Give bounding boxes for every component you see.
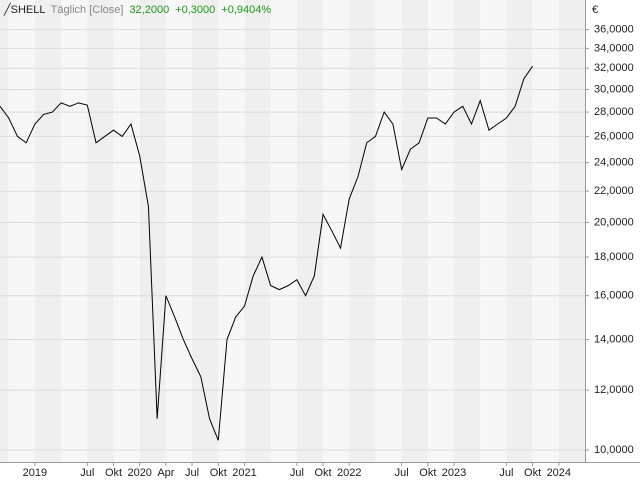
y-tick-label: 22,0000 — [594, 185, 634, 197]
x-tick-label: 2019 — [23, 467, 47, 479]
stripe — [244, 0, 271, 462]
stripe — [165, 0, 193, 462]
title-icon: ╱ — [3, 2, 12, 16]
stripe — [0, 0, 9, 462]
y-tick-label: 24,0000 — [594, 157, 634, 169]
y-tick-label: 32,0000 — [594, 62, 634, 74]
stripe — [375, 0, 402, 462]
stripe — [61, 0, 88, 462]
stripe — [532, 0, 559, 462]
header: ╱SHELL Täglich [Close] 32,2000 +0,3000 +0,94… — [3, 2, 271, 16]
grid — [0, 29, 585, 451]
last-price: 32,2000 — [129, 4, 169, 16]
y-tick-label: 20,0000 — [594, 216, 634, 228]
y-tick-label: 12,0000 — [594, 384, 634, 396]
x-tick-label: Okt — [314, 467, 331, 479]
x-tick-label: 2022 — [337, 467, 361, 479]
change: +0,3000 — [175, 4, 215, 16]
chart-title: SHELL — [11, 4, 46, 16]
y-tick-label: 18,0000 — [594, 251, 634, 263]
price-line — [0, 65, 534, 441]
stripe — [506, 0, 533, 462]
x-tick-label: Jul — [499, 467, 513, 479]
stripe — [139, 0, 166, 462]
stripe — [113, 0, 140, 462]
plot — [0, 65, 534, 441]
stripe — [270, 0, 297, 462]
stripe — [87, 0, 114, 462]
x-tick-label: 2021 — [232, 467, 256, 479]
stripes — [0, 0, 585, 462]
y-tick-label: 28,0000 — [594, 106, 634, 118]
y-tick-label: 10,0000 — [594, 444, 634, 456]
x-tick-label: Jul — [290, 467, 304, 479]
stripe — [323, 0, 350, 462]
x-tick-label: Apr — [157, 467, 174, 479]
x-tick-label: 2020 — [127, 467, 151, 479]
y-tick-label: 34,0000 — [594, 42, 634, 54]
x-tick-label: 2023 — [442, 467, 466, 479]
stripe — [480, 0, 507, 462]
y-tick-label: 14,0000 — [594, 333, 634, 345]
stripe — [192, 0, 219, 462]
stripe — [427, 0, 455, 462]
y-tick-label: 30,0000 — [594, 83, 634, 95]
y-unit: € — [592, 4, 598, 16]
x-tick-label: Okt — [210, 467, 227, 479]
x-tick-label: Jul — [185, 467, 199, 479]
x-tick-label: Jul — [80, 467, 94, 479]
stripe — [296, 0, 324, 462]
x-tick-label: Okt — [105, 467, 122, 479]
x-tick-label: Okt — [524, 467, 541, 479]
stripe — [8, 0, 35, 462]
change-percent: +0,9404% — [221, 4, 271, 16]
x-tick-label: 2024 — [547, 467, 571, 479]
stripe — [558, 0, 585, 462]
stripe — [34, 0, 62, 462]
stripe — [401, 0, 428, 462]
stripe — [454, 0, 481, 462]
x-tick-label: Jul — [395, 467, 409, 479]
stripe — [349, 0, 376, 462]
y-tick-label: 26,0000 — [594, 130, 634, 142]
y-tick-label: 16,0000 — [594, 290, 634, 302]
subtitle: Täglich [Close] — [51, 4, 124, 16]
y-tick-label: 36,0000 — [594, 24, 634, 36]
x-tick-label: Okt — [419, 467, 436, 479]
